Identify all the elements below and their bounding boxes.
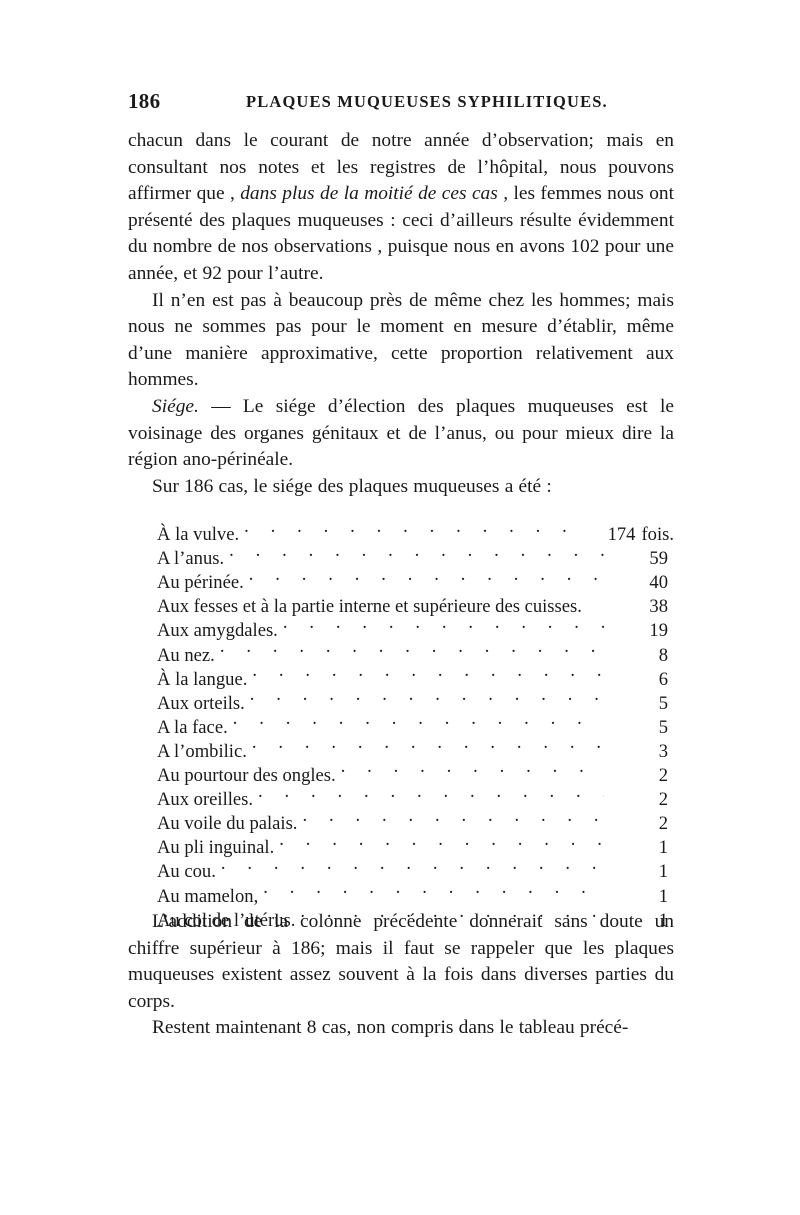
stats-row: Au col de l’utérus. 1 xyxy=(157,902,674,931)
stats-row: Au nez. 8 xyxy=(157,636,674,666)
siege-section-marker: Siége. xyxy=(152,395,199,417)
stats-row: Aux oreilles. 2 xyxy=(157,781,674,811)
paragraph-1-part-1: chacun dans le courant de notre année d’… xyxy=(128,130,674,205)
leader-dots xyxy=(221,853,604,877)
stats-row: A l’ombilic. 3 xyxy=(157,733,674,762)
stats-table-intro: Sur 186 cas, le siége des plaques muqueu… xyxy=(152,475,552,497)
leader-dots xyxy=(263,877,604,901)
stats-row-label: Aux orteils. xyxy=(157,692,245,714)
stats-row-value: 59 xyxy=(649,548,668,570)
stats-row-label: Au voile du palais. xyxy=(157,813,298,835)
paragraph-6-catchline: Restent maintenant 8 cas, non compris da… xyxy=(152,1017,629,1039)
stats-row-label: Au périnée. xyxy=(157,572,244,594)
leader-dots xyxy=(233,709,604,733)
stats-row-value: 8 xyxy=(658,644,668,666)
leader-dots xyxy=(587,588,604,612)
paragraph-continuation: chacun dans le courant de notre année d’… xyxy=(128,128,674,288)
stats-row: À la langue. 6 xyxy=(157,661,674,690)
stats-row-value: 5 xyxy=(658,716,668,738)
stats-row-value: 1 xyxy=(658,909,668,931)
stats-row-value: 174 xyxy=(607,524,636,546)
stats-row-label: À la langue. xyxy=(157,668,248,690)
stats-row-label: A l’ombilic. xyxy=(157,740,247,762)
stats-row: Au périnée. 40 xyxy=(157,564,674,594)
stats-row-value: 1 xyxy=(658,861,668,883)
stats-row-value: 2 xyxy=(658,765,668,787)
stats-row-value: 6 xyxy=(658,668,668,690)
stats-row-value: 19 xyxy=(649,620,668,642)
leader-dots xyxy=(300,902,604,926)
stats-row: Aux orteils. 5 xyxy=(157,685,674,714)
stats-row-label: Au nez. xyxy=(157,644,215,666)
body-text-block: chacun dans le courant de notre année d’… xyxy=(128,128,674,500)
leader-dots xyxy=(302,805,604,829)
leader-dots xyxy=(220,636,604,660)
leader-dots xyxy=(258,781,604,805)
stats-row: Au cou. 1 xyxy=(157,853,674,883)
page-number: 186 xyxy=(128,89,161,113)
leader-dots xyxy=(252,661,604,685)
leader-dots xyxy=(244,516,571,540)
stats-row-unit: fois. xyxy=(641,524,674,546)
stats-row-label: Aux oreilles. xyxy=(157,789,254,811)
stats-row-label: À la vulve. xyxy=(157,524,240,546)
leader-dots xyxy=(283,612,604,636)
stats-row-value: 38 xyxy=(649,596,668,618)
stats-row-value: 1 xyxy=(658,885,668,907)
leader-dots xyxy=(341,757,604,781)
leader-dots xyxy=(229,540,604,564)
stats-row-label: A la face. xyxy=(157,716,228,738)
paragraph-1-italic-phrase: dans plus de la moitié de ces cas , xyxy=(240,183,509,205)
stats-row: A l’anus. 59 xyxy=(157,540,674,570)
running-head-title: PLAQUES MUQUEUSES SYPHILITIQUES. xyxy=(246,92,608,111)
stats-row-value: 1 xyxy=(658,837,668,859)
paragraph-1-part-2: les femmes nous ont présenté des plaques… xyxy=(128,183,675,284)
paragraph-5: L’addition de la colonne précédente donn… xyxy=(128,911,674,1012)
stats-row-value: 5 xyxy=(658,692,668,714)
stats-row-value: 2 xyxy=(658,813,668,835)
stats-row: Au mamelon, 1 xyxy=(157,877,674,907)
siege-section-text: — Le siége d’élection des plaques muqueu… xyxy=(128,395,674,471)
stats-row-label: A l’anus. xyxy=(157,548,225,570)
stats-row-value: 40 xyxy=(649,572,668,594)
leader-dots xyxy=(279,829,604,853)
stats-row-label: Au cou. xyxy=(157,861,216,883)
running-head: 186 PLAQUES MUQUEUSES SYPHILITIQUES. xyxy=(128,88,672,118)
stats-row-value: 2 xyxy=(658,789,668,811)
tail-text-block: L’addition de la colonne précédente donn… xyxy=(128,909,674,1042)
paragraph-siege: Siége. — Le siége d’élection des plaques… xyxy=(128,394,674,474)
leader-dots xyxy=(252,733,604,757)
leader-dots xyxy=(250,685,604,709)
stats-row-label: Au col de l’utérus. xyxy=(157,909,296,931)
stats-row-label: Au mamelon, xyxy=(157,885,259,907)
stats-row-value: 3 xyxy=(658,740,668,762)
paragraph-2: Il n’en est pas à beaucoup près de même … xyxy=(128,289,674,391)
stats-row: A la face. 5 xyxy=(157,709,674,738)
leader-dots xyxy=(249,564,604,588)
stats-row: Au voile du palais. 2 xyxy=(157,805,674,835)
stats-row: Aux amygdales.19 xyxy=(157,612,674,642)
